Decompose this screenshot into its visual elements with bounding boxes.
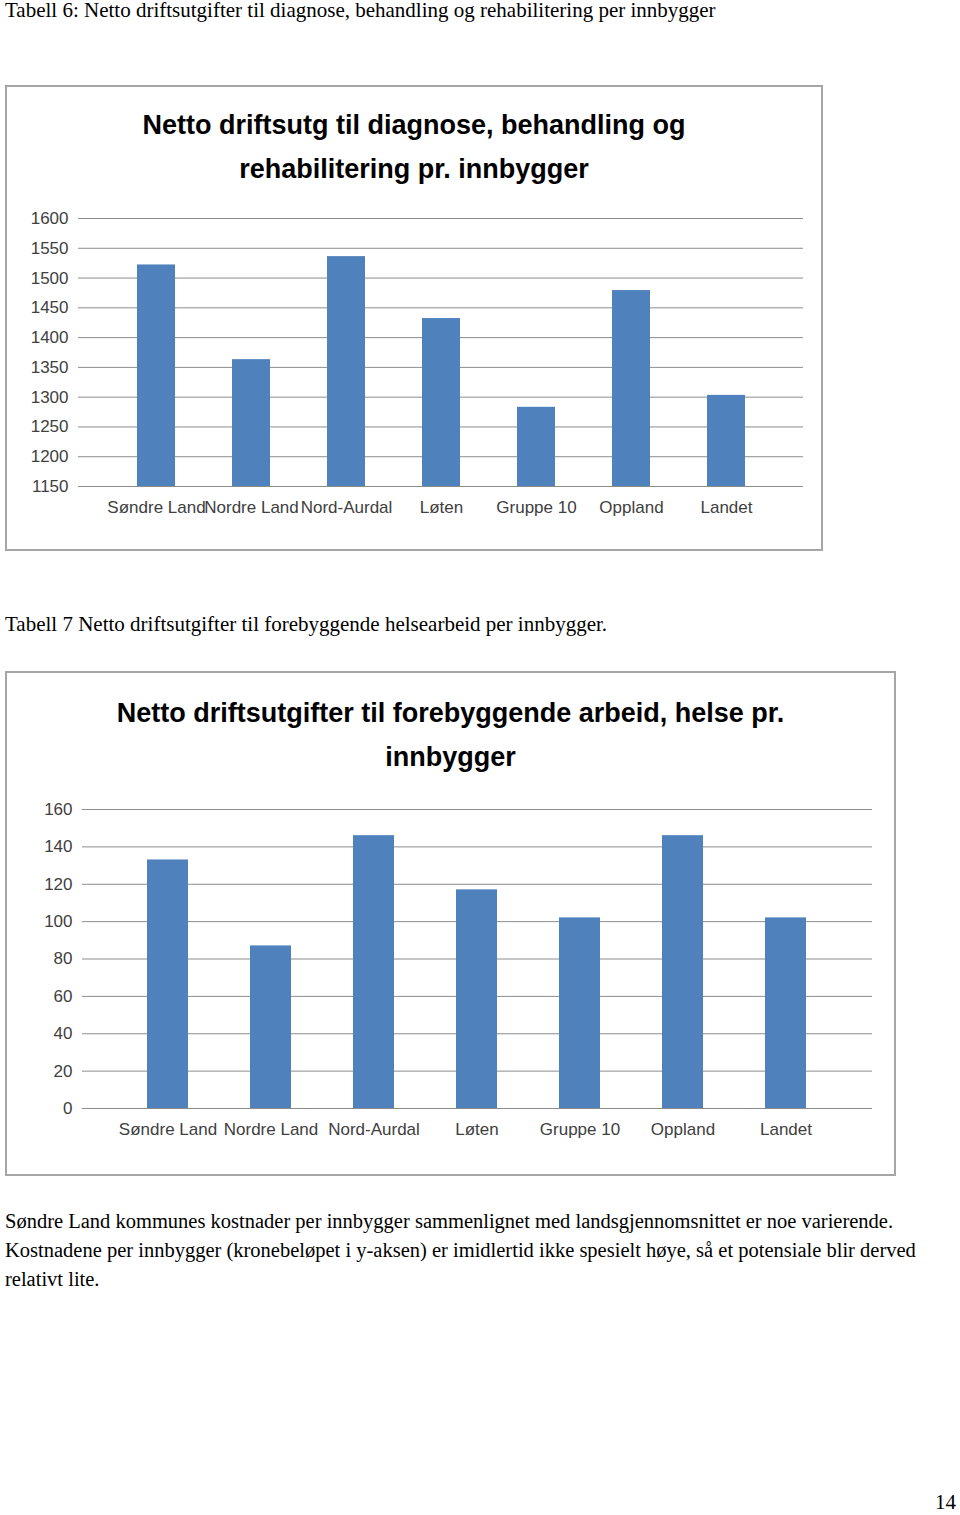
svg-text:Søndre Land: Søndre Land	[107, 498, 205, 517]
svg-text:80: 80	[54, 949, 73, 968]
svg-text:Søndre Land: Søndre Land	[119, 1120, 217, 1139]
svg-text:60: 60	[54, 987, 73, 1006]
svg-text:120: 120	[44, 875, 72, 894]
html-text:Søndre Land kommunes kostnader: Søndre Land kommunes kostnader per innby…	[5, 1210, 916, 1290]
svg-text:0: 0	[63, 1099, 72, 1118]
svg-text:Nordre Land: Nordre Land	[224, 1120, 319, 1139]
svg-text:Løten: Løten	[455, 1120, 498, 1139]
html-text:14: 14	[935, 1490, 956, 1514]
svg-text:1450: 1450	[31, 298, 69, 317]
html-text:Tabell 7 Netto driftsutgifter: Tabell 7 Netto driftsutgifter til foreby…	[5, 612, 608, 636]
svg-text:100: 100	[44, 912, 72, 931]
svg-text:1250: 1250	[31, 417, 69, 436]
svg-text:Landet: Landet	[760, 1120, 812, 1139]
svg-text:Løten: Løten	[420, 498, 463, 517]
svg-text:1600: 1600	[31, 209, 69, 228]
svg-text:Nordre Land: Nordre Land	[204, 498, 299, 517]
svg-text:Gruppe 10: Gruppe 10	[496, 498, 576, 517]
svg-text:Oppland: Oppland	[651, 1120, 715, 1139]
svg-text:1350: 1350	[31, 358, 69, 377]
html-text:Netto driftsutg til diagnose,: Netto driftsutg til diagnose, behandling…	[142, 110, 686, 184]
svg-text:Gruppe 10: Gruppe 10	[540, 1120, 620, 1139]
svg-text:1150: 1150	[32, 477, 69, 496]
html-text:Netto driftsutgifter til foreb: Netto driftsutgifter til forebyggende ar…	[116, 698, 785, 772]
svg-text:160: 160	[44, 800, 72, 819]
svg-text:1550: 1550	[31, 239, 69, 258]
svg-text:1300: 1300	[31, 388, 69, 407]
svg-text:1200: 1200	[31, 447, 69, 466]
svg-text:1400: 1400	[31, 328, 69, 347]
svg-text:Oppland: Oppland	[599, 498, 663, 517]
svg-text:40: 40	[54, 1024, 73, 1043]
svg-text:Nord-Aurdal: Nord-Aurdal	[301, 498, 393, 517]
svg-text:1500: 1500	[31, 268, 69, 287]
svg-text:20: 20	[54, 1062, 73, 1081]
svg-text:Landet: Landet	[701, 498, 753, 517]
svg-text:140: 140	[44, 837, 72, 856]
svg-text:Nord-Aurdal: Nord-Aurdal	[328, 1120, 420, 1139]
